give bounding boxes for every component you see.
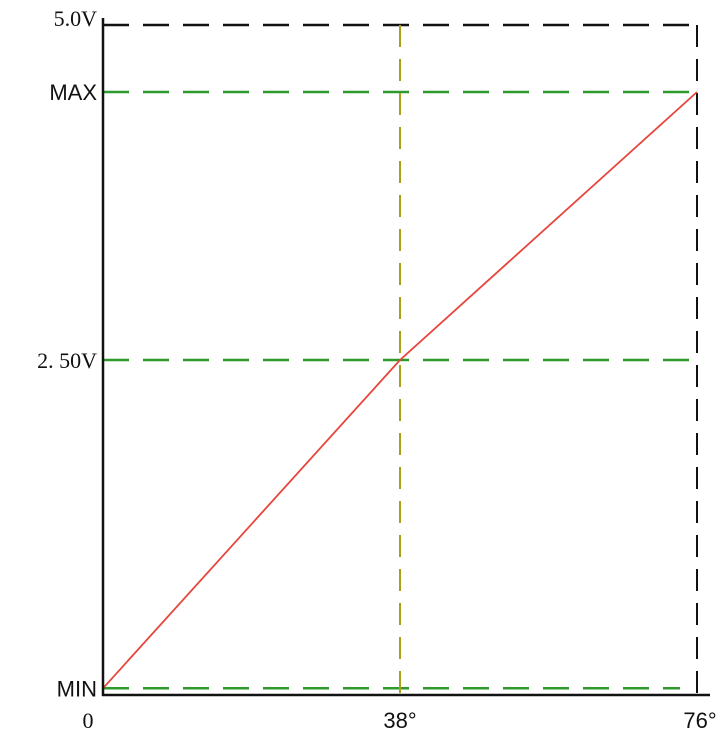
y-tick-label-1: MAX bbox=[49, 80, 97, 105]
x-tick-label-1: 38° bbox=[383, 708, 416, 733]
series-line-0 bbox=[102, 91, 698, 689]
y-tick-label-2: 2. 50V bbox=[37, 348, 97, 373]
reference-lines bbox=[103, 23, 700, 695]
x-tick-label-2: 76° bbox=[683, 708, 716, 733]
y-tick-label-0: 5.0V bbox=[54, 6, 98, 31]
y-tick-label-3: MIN bbox=[57, 676, 97, 701]
axes bbox=[101, 18, 710, 697]
x-tick-label-0: 0 bbox=[83, 708, 94, 733]
tick-labels: 5.0V MAX 2. 50V MIN 0 38° 76° bbox=[37, 6, 717, 733]
series-layer bbox=[102, 91, 698, 689]
